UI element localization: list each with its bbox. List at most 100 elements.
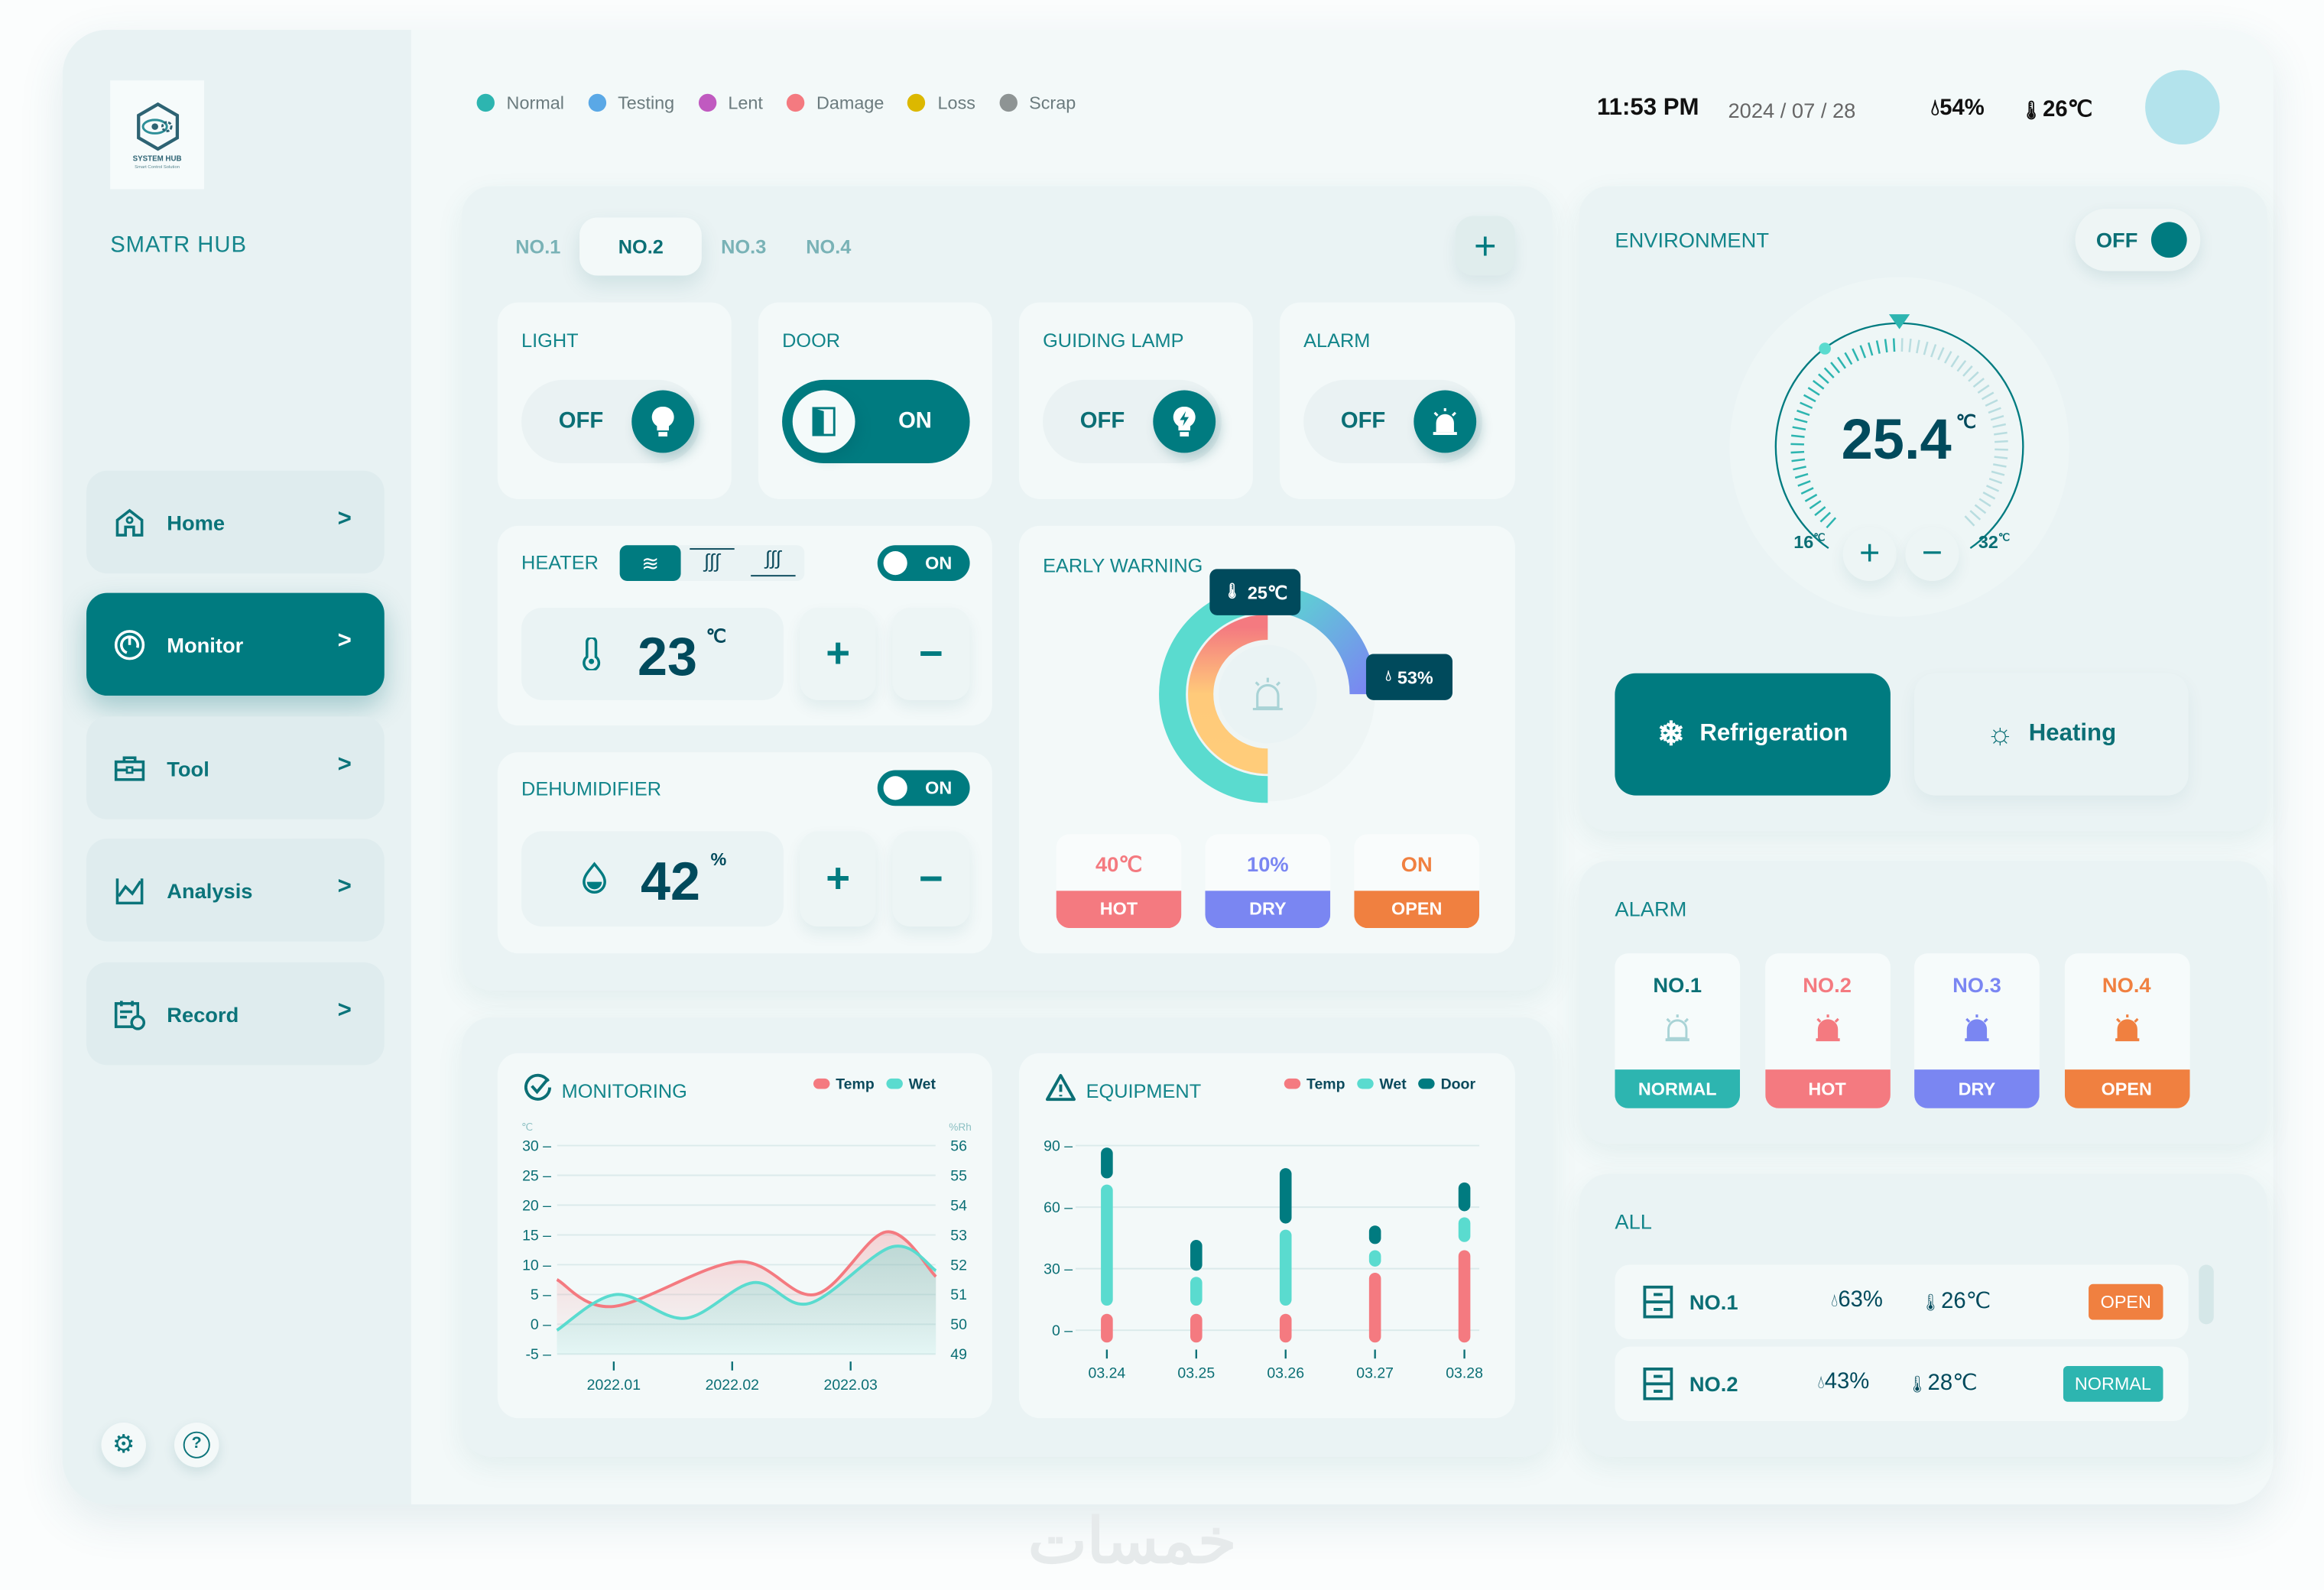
- tab-no3[interactable]: NO.3: [721, 235, 767, 258]
- warning-tile-open[interactable]: ON OPEN: [1354, 834, 1480, 929]
- light-toggle[interactable]: OFF: [521, 379, 700, 464]
- dial-tick: [1937, 347, 1945, 361]
- sidebar-item-label: Monitor: [167, 632, 244, 657]
- sidebar-item-label: Analysis: [167, 878, 253, 902]
- thermometer-icon: 🌡︎: [1222, 583, 1242, 601]
- snowflake-icon: ❄: [1657, 715, 1685, 753]
- calendar-clock-icon: [114, 1000, 146, 1030]
- guiding-lamp-toggle[interactable]: OFF: [1043, 379, 1222, 464]
- analysis-chart-icon: [115, 878, 144, 904]
- list-scrollbar[interactable]: [2199, 1264, 2214, 1325]
- thermometer-icon: 🌡︎: [1907, 1376, 1928, 1394]
- legend-item-normal: Normal: [476, 92, 564, 113]
- heater-decrease-button[interactable]: −: [892, 608, 970, 700]
- siren-icon: [1665, 1014, 1689, 1042]
- alarm-tile-no1[interactable]: NO.1 NORMAL: [1615, 953, 1741, 1108]
- door-toggle[interactable]: ON: [782, 379, 970, 464]
- sidebar-item-home[interactable]: Home >: [86, 470, 385, 574]
- heater-increase-button[interactable]: +: [800, 608, 876, 700]
- sidebar-item-monitor[interactable]: Monitor >: [86, 592, 385, 696]
- environment-toggle[interactable]: OFF: [2075, 208, 2201, 271]
- alarm-tile-no4[interactable]: NO.4 OPEN: [2063, 953, 2189, 1108]
- equipment-title: EQUIPMENT: [1086, 1079, 1202, 1103]
- dial-tick: [1992, 423, 2007, 428]
- dial-tick: [1956, 359, 1967, 372]
- dial-tick: [1859, 345, 1867, 359]
- dial-pointer-icon: [1888, 314, 1910, 329]
- mode-refrigeration-button[interactable]: ❄ Refrigeration: [1615, 673, 1891, 796]
- dial-tick: [1800, 401, 1813, 410]
- sidebar-item-label: Home: [167, 510, 226, 534]
- dial-handle[interactable]: [1819, 342, 1831, 355]
- environment-increase-button[interactable]: +: [1842, 527, 1897, 581]
- siren-icon: [1815, 1014, 1839, 1042]
- tab-no4[interactable]: NO.4: [806, 235, 852, 258]
- tab-no2[interactable]: NO.2: [579, 217, 703, 276]
- mode-heating-button[interactable]: ☼ Heating: [1914, 673, 2189, 796]
- settings-button[interactable]: ⚙: [101, 1423, 146, 1468]
- dial-tick: [1969, 510, 1982, 521]
- device-row[interactable]: NO.2 💧︎43% 🌡︎28℃ NORMAL: [1615, 1346, 2189, 1422]
- toggle-knob: [883, 776, 907, 800]
- dial-tick: [1962, 365, 1973, 377]
- thermometer-icon: 🌡︎: [2020, 99, 2043, 121]
- toolbox-icon: [114, 755, 145, 780]
- add-tab-button[interactable]: +: [1455, 216, 1515, 276]
- dehumidifier-increase-button[interactable]: +: [800, 831, 876, 927]
- dial-max-label: 32℃: [1978, 531, 2011, 553]
- dial-tick: [1923, 341, 1929, 355]
- alarm-tile-no3[interactable]: NO.3 DRY: [1914, 953, 2040, 1108]
- heater-mode-bottom[interactable]: ∫∫∫: [751, 547, 796, 577]
- help-button[interactable]: ?: [174, 1423, 219, 1468]
- dial-tick: [1812, 380, 1825, 390]
- sidebar-item-record[interactable]: Record >: [86, 962, 385, 1066]
- alarm-tile-status: OPEN: [2063, 1069, 2189, 1108]
- legend-item-testing: Testing: [588, 92, 674, 113]
- alarm-title: ALARM: [1615, 897, 1687, 921]
- chevron-right-icon: >: [337, 874, 352, 900]
- device-row-label: NO.2: [1689, 1371, 1738, 1396]
- warning-tile-hot[interactable]: 40℃ HOT: [1056, 834, 1182, 929]
- lightbulb-icon: [631, 390, 695, 453]
- legend-dot: [787, 93, 805, 112]
- sidebar-item-analysis[interactable]: Analysis >: [86, 839, 385, 942]
- device-label: ALARM: [1303, 329, 1371, 352]
- sidebar-item-tool[interactable]: Tool >: [86, 716, 385, 819]
- dial-tick: [1792, 426, 1806, 431]
- dial-tick: [1814, 506, 1826, 517]
- dial-tick: [1994, 431, 2008, 436]
- heat-top-icon: ∫∫∫: [704, 550, 720, 573]
- tab-no1[interactable]: NO.1: [515, 235, 561, 258]
- warning-tile-dry[interactable]: 10% DRY: [1205, 834, 1331, 929]
- alarm-tile-status: DRY: [1914, 1069, 2040, 1108]
- environment-value: 25.4: [1841, 409, 1952, 472]
- heater-toggle[interactable]: ON: [877, 545, 970, 581]
- heater-value: 23: [638, 625, 698, 687]
- dial-ticks: [1790, 338, 2008, 529]
- dehumidifier-decrease-button[interactable]: −: [892, 831, 970, 927]
- avatar[interactable]: [2145, 70, 2220, 145]
- environment-decrease-button[interactable]: −: [1905, 527, 1959, 581]
- dial-tick: [1974, 504, 1987, 514]
- monitoring-header: MONITORING: [523, 1072, 687, 1110]
- device-card-door: DOOR ON: [758, 302, 992, 499]
- status-badge: OPEN: [2089, 1283, 2163, 1320]
- dehumidifier-toggle[interactable]: ON: [877, 770, 970, 806]
- alarm-tile-no2[interactable]: NO.2 HOT: [1764, 953, 1890, 1108]
- alarm-toggle[interactable]: OFF: [1303, 379, 1482, 464]
- heater-mode-fan[interactable]: ≋: [619, 545, 681, 581]
- logo-text: SYSTEM HUB: [132, 154, 182, 164]
- heater-mode-top[interactable]: ∫∫∫: [690, 548, 735, 578]
- device-row[interactable]: NO.1 💧︎63% 🌡︎26℃ OPEN: [1615, 1264, 2189, 1339]
- environment-unit: ℃: [1956, 410, 1976, 433]
- toggle-state: OFF: [558, 407, 604, 434]
- dial-tick: [1794, 472, 1809, 479]
- droplet-icon: 💧︎: [1817, 1371, 1825, 1394]
- tile-status: DRY: [1205, 891, 1331, 929]
- device-row-label: NO.1: [1689, 1290, 1738, 1314]
- header-humidity: 💧︎54%: [1930, 95, 1985, 121]
- dial-tick: [1981, 391, 1995, 401]
- heater-unit: ℃: [706, 625, 726, 647]
- toggle-state: OFF: [1079, 407, 1125, 434]
- monitor-icon: [114, 629, 145, 660]
